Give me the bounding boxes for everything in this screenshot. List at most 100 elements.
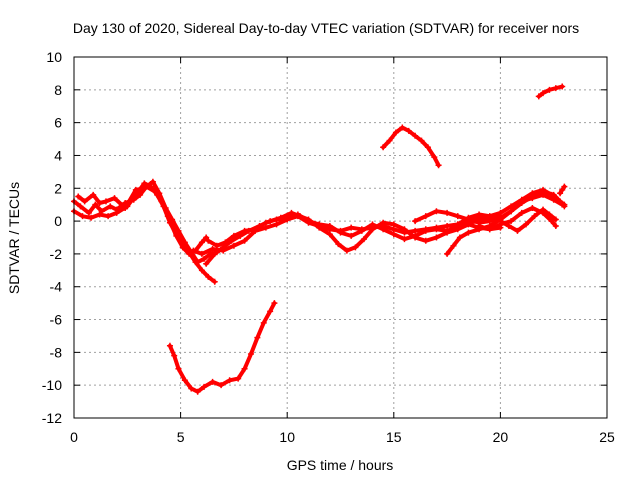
data-point [540,186,547,193]
data-point [211,278,218,285]
data-point [337,229,344,236]
data-point [211,250,218,257]
ticks [73,56,608,419]
data-point [111,195,118,202]
data-point [252,226,259,233]
data-point [171,352,178,359]
data-point [230,242,237,249]
data-point [198,267,205,274]
y-tick-label: -12 [42,410,62,426]
data-point [305,218,312,225]
data-point [433,226,440,233]
data-point [405,127,412,134]
data-point [540,90,547,97]
data-point [401,226,408,233]
data-point [559,83,566,90]
data-point [203,234,210,241]
data-point [456,234,463,241]
data-point [188,385,195,392]
data-point [465,214,472,221]
y-tick-label: -10 [42,377,62,393]
data-point [424,144,431,151]
chart-title: Day 130 of 2020, Sidereal Day-to-day VTE… [73,20,579,36]
data-point [241,227,248,234]
data-point [198,239,205,246]
data-point [476,223,483,230]
data-point [505,223,512,230]
data-point [412,132,419,139]
data-point [561,201,568,208]
data-point [209,245,216,252]
y-tick-label: 0 [54,213,62,229]
data-point [435,162,442,169]
data-point [230,232,237,239]
data-point [218,382,225,389]
data-point [96,211,103,218]
data-point [294,211,301,218]
series-line-arc-mid-b [204,210,503,266]
data-point [380,219,387,226]
data-point [260,319,267,326]
data-point [399,124,406,131]
data-point [79,213,86,220]
x-tick-label: 20 [493,429,509,445]
data-point [548,191,555,198]
data-point [522,221,529,228]
x-tick-label: 15 [386,429,402,445]
data-point [262,219,269,226]
data-point [113,209,120,216]
data-point [540,206,547,213]
data-point [107,203,114,210]
data-point [514,227,521,234]
data-point [222,239,229,246]
data-point [360,236,367,243]
y-tick-label: 10 [46,49,62,65]
data-point [102,198,109,205]
data-point [149,178,156,185]
data-point [92,201,99,208]
series-line-arc-high [381,125,441,168]
data-point [531,213,538,220]
data-point [90,191,97,198]
data-point [390,221,397,228]
data-point [518,209,525,216]
data-point [132,186,139,193]
y-tick-label: 2 [54,180,62,196]
data-point [247,351,254,358]
data-point [535,93,542,100]
data-point [181,377,188,384]
data-point [418,137,425,144]
data-point [508,218,515,225]
data-point [162,204,169,211]
data-point [348,232,355,239]
data-point [380,144,387,151]
data-point [476,211,483,218]
x-tick-label: 10 [279,429,295,445]
data-point [235,375,242,382]
plot-frame [73,56,608,419]
data-point [559,186,566,193]
data-point [561,183,568,190]
tick-labels: 0 5 10 15 20 25 -12 -10 -8 -6 -4 -2 0 2 4 6 8 10 [42,49,615,445]
data-point [335,241,342,248]
data-point [226,377,233,384]
data-point [554,196,561,203]
data-point [546,211,553,218]
data-point [77,203,84,210]
data-point [343,247,350,254]
data-point [175,365,182,372]
data-point [241,365,248,372]
data-point [450,242,457,249]
data-point [486,226,493,233]
data-point [465,229,472,236]
data-point [497,218,504,225]
data-point [412,232,419,239]
data-point [273,216,280,223]
data-point [284,214,291,221]
data-point [486,213,493,220]
data-point [209,378,216,385]
data-point [348,224,355,231]
data-point [201,255,208,262]
data-point [412,218,419,225]
series-layer [71,83,568,395]
